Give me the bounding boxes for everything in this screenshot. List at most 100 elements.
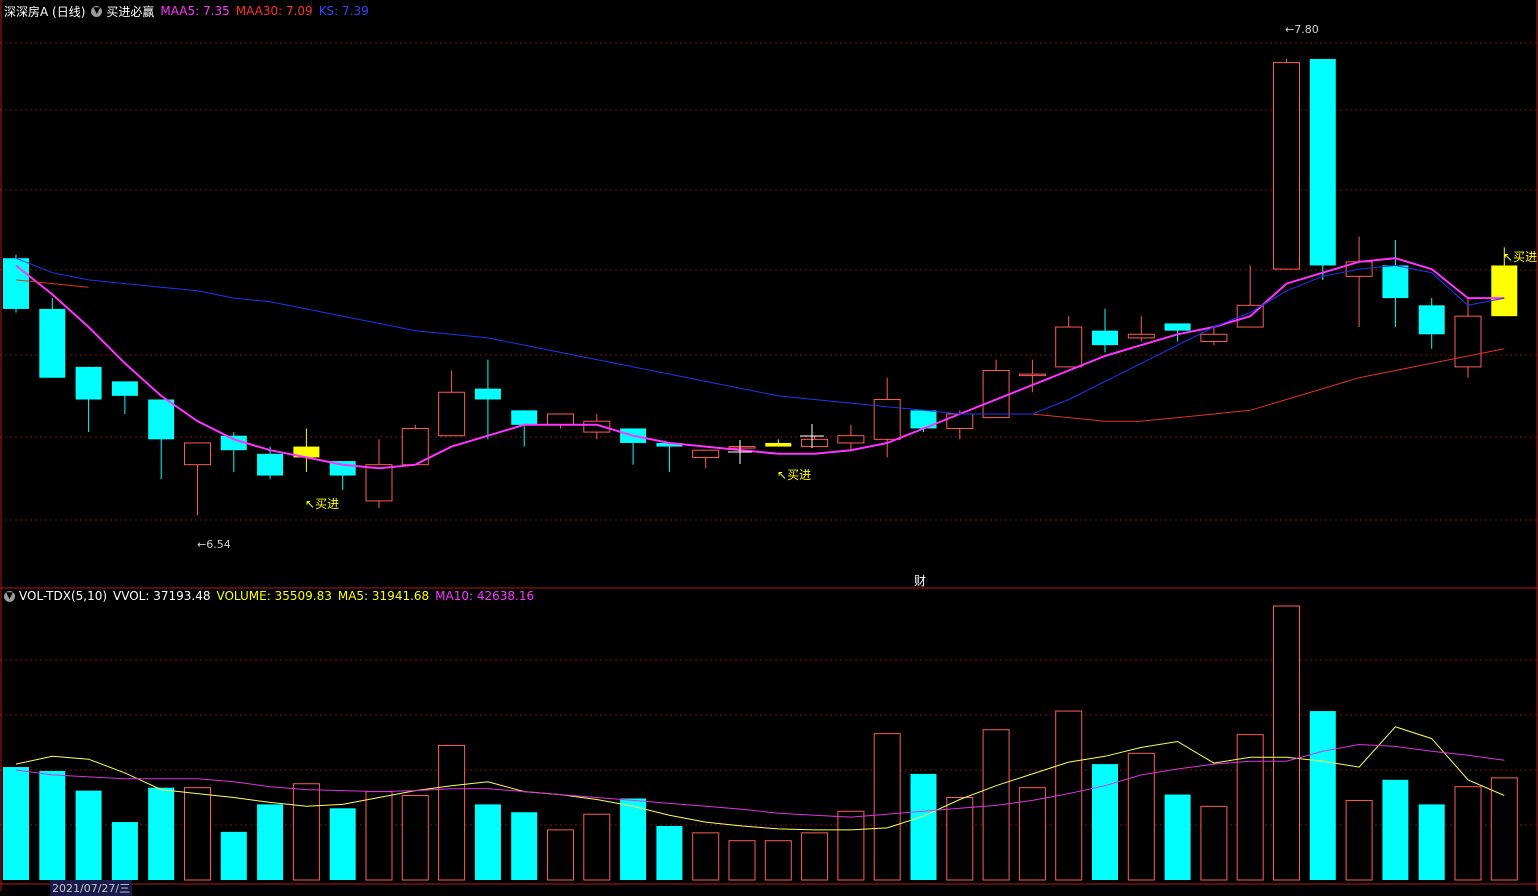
volume-bar-up bbox=[1236, 734, 1264, 881]
candle-body-down bbox=[220, 435, 247, 451]
buy-signal-label: ↖买进 bbox=[1503, 250, 1538, 264]
volume-bar-up bbox=[438, 744, 466, 881]
candle-body-down bbox=[1418, 305, 1445, 335]
buy-signal-label: ↖买进 bbox=[305, 497, 340, 511]
vol-indicator-name[interactable]: VOL-TDX(5,10) bbox=[19, 589, 108, 603]
vol-ma5-value: MA5: 31941.68 bbox=[337, 589, 430, 603]
vvol-value: VVOL: 37193.48 bbox=[113, 589, 211, 603]
volume-bar-up bbox=[583, 813, 611, 881]
candle-body-up bbox=[801, 438, 829, 448]
candle-body-up bbox=[184, 442, 211, 466]
volume-bar-down bbox=[1164, 794, 1191, 880]
candle-body-up bbox=[583, 420, 611, 433]
volume-header: ▼ VOL-TDX(5,10) VVOL: 37193.48 VOLUME: 3… bbox=[4, 587, 540, 605]
volume-bar-up bbox=[728, 840, 756, 881]
candle-body-down bbox=[474, 388, 501, 400]
volume-bar-up bbox=[1345, 799, 1373, 881]
candle-body-up bbox=[946, 413, 974, 429]
indicator-toggle-icon[interactable]: ▼ bbox=[91, 5, 103, 17]
finance-marker[interactable]: 财 bbox=[914, 574, 927, 588]
date-label: 2021/07/27/三 bbox=[50, 880, 133, 896]
volume-bar-up bbox=[873, 733, 901, 881]
volume-bar-up bbox=[946, 797, 974, 881]
volume-bar-up bbox=[184, 787, 211, 881]
ks-value: KS: 7.39 bbox=[318, 4, 369, 18]
candle-body-up bbox=[547, 413, 574, 426]
price-header: 深深房A (日线) ▼ 买进必赢 MAA5: 7.35 MAA30: 7.09 … bbox=[4, 2, 375, 20]
volume-bar-down bbox=[1382, 779, 1409, 880]
volume-bar-down bbox=[3, 767, 29, 880]
candle-body-signal bbox=[1491, 265, 1518, 317]
low-price-label: ←6.54 bbox=[197, 538, 231, 551]
candle-body-down bbox=[75, 366, 102, 400]
candle-body-up bbox=[438, 391, 466, 437]
maa30-value: MAA30: 7.09 bbox=[235, 4, 313, 18]
volume-bar-down bbox=[1092, 764, 1118, 880]
candle-body-down bbox=[511, 410, 538, 425]
candle-body-up bbox=[1127, 333, 1155, 339]
candle-body-down bbox=[910, 410, 937, 429]
candle-body-up bbox=[401, 427, 429, 466]
buy-signal-label: ↖买进 bbox=[777, 468, 812, 482]
line-maa30 bbox=[15, 279, 1505, 422]
volume-bar-down bbox=[1418, 804, 1445, 880]
volume-bar-up bbox=[401, 795, 429, 881]
candle-body-up bbox=[873, 398, 901, 440]
price-panel[interactable] bbox=[3, 58, 1518, 516]
candle-body-down bbox=[1092, 330, 1118, 346]
volume-bar-up bbox=[547, 829, 574, 881]
volume-bar-up bbox=[1127, 752, 1155, 881]
volume-bar-down bbox=[656, 825, 683, 880]
candle-body-up bbox=[728, 446, 756, 449]
volume-bar-down bbox=[39, 770, 66, 880]
candle-body-down bbox=[1382, 265, 1409, 299]
volume-bar-up bbox=[801, 832, 829, 881]
volume-panel[interactable] bbox=[3, 605, 1518, 881]
volume-bar-down bbox=[910, 773, 937, 880]
candle-body-down bbox=[148, 399, 175, 440]
volume-bar-up bbox=[837, 810, 865, 881]
candle-body-up bbox=[1273, 62, 1300, 270]
volume-bar-down bbox=[620, 798, 647, 880]
volume-bar-down bbox=[111, 822, 138, 880]
maa5-value: MAA5: 7.35 bbox=[160, 4, 230, 18]
candle-body-down bbox=[111, 381, 138, 396]
volume-bar-up bbox=[1454, 786, 1482, 881]
volume-bar-up bbox=[982, 729, 1010, 881]
volume-bar-up bbox=[692, 832, 720, 881]
high-price-label: ←7.80 bbox=[1285, 23, 1319, 36]
volume-bar-down bbox=[1309, 711, 1336, 880]
candle-body-down bbox=[1164, 323, 1191, 331]
candle-body-up bbox=[837, 435, 865, 444]
candle-body-up bbox=[1200, 333, 1228, 343]
volume-bar-up bbox=[1490, 777, 1518, 881]
candle-body-down bbox=[257, 453, 284, 476]
candle-body-up bbox=[1454, 315, 1482, 368]
candle-body-signal bbox=[293, 446, 320, 458]
candle-body-up bbox=[365, 464, 393, 502]
indicator-name[interactable]: 买进必赢 bbox=[106, 4, 155, 19]
volume-bar-up bbox=[1018, 787, 1046, 881]
line-maa5 bbox=[15, 257, 1505, 470]
candle-body-up bbox=[982, 370, 1010, 419]
volume-bar-down bbox=[148, 787, 175, 880]
vol-indicator-toggle-icon[interactable]: ▼ bbox=[4, 590, 15, 602]
volume-bar-down bbox=[75, 790, 102, 880]
volume-bar-down bbox=[257, 804, 284, 880]
candle-body-up bbox=[1018, 373, 1046, 377]
candle-body-signal bbox=[765, 442, 792, 447]
volume-bar-up bbox=[764, 840, 792, 881]
line-ks bbox=[15, 257, 1505, 415]
vol-line-ma10 bbox=[15, 743, 1505, 818]
volume-bar-up bbox=[292, 783, 320, 881]
candle-body-up bbox=[692, 449, 720, 458]
volume-bar-up bbox=[1200, 805, 1228, 881]
volume-bar-down bbox=[329, 808, 356, 880]
volume-bar-down bbox=[474, 804, 501, 880]
stock-name[interactable]: 深深房A (日线) bbox=[4, 4, 86, 19]
volume-value: VOLUME: 35509.83 bbox=[216, 589, 332, 603]
candle-body-up bbox=[1055, 326, 1083, 368]
volume-bar-up bbox=[1273, 605, 1300, 881]
vol-line-ma5 bbox=[15, 726, 1505, 831]
